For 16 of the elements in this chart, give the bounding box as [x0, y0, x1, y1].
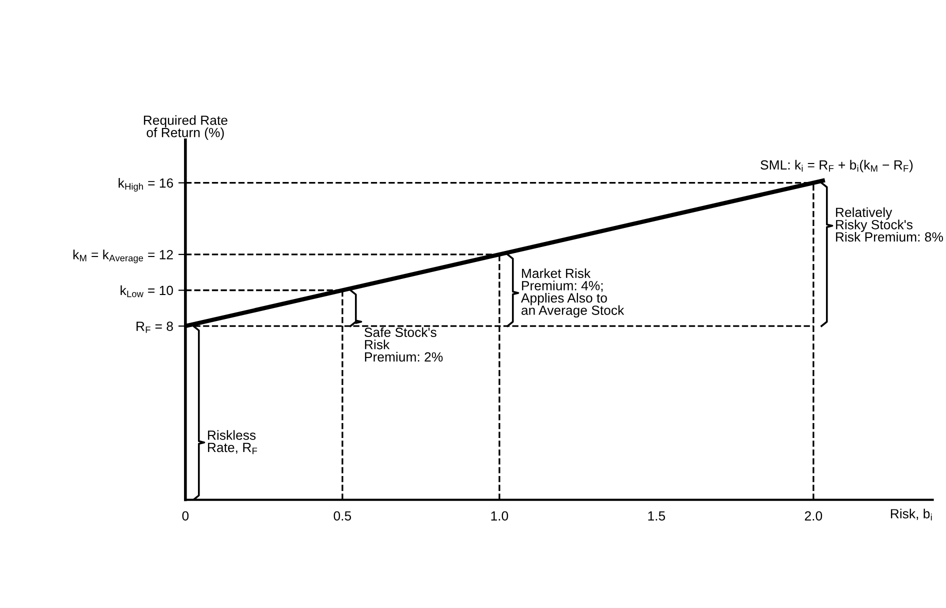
x-tick-label: 0 [182, 511, 189, 521]
annotation: Market Risk Premium: 4%; Applies Also to an Average Stock [520, 268, 624, 318]
y-axis-title: Required Rate of Return (%) [144, 115, 228, 140]
annotation: Relatively Risky Stock's Risk Premium: 8% [836, 207, 943, 242]
y-tick-label: k$_{Low}$ = 10 [120, 285, 173, 298]
x-tick-label: 2.0 [804, 511, 822, 521]
x-axis-title: Risk, b$_{i}$ [890, 508, 932, 520]
x-tick-label: 1.0 [491, 511, 508, 521]
y-tick-label: R$_{F}$ = 8 [136, 322, 173, 333]
y-tick-label: k$_{High}$ = 16 [118, 178, 173, 192]
annotation: Safe Stock's Risk Premium: 2% [364, 327, 443, 362]
y-tick-label: k$_{M}$ = k$_{Average}$ = 12 [73, 250, 173, 264]
annotation: Riskless Rate, R$_{F}$ [208, 430, 258, 454]
text: SML: k$_{i}$ = R$_{F}$ + b$_{i}$(k$_{M}$ − R$_{F}$) [760, 160, 913, 172]
x-tick-label: 0.5 [334, 511, 352, 521]
x-tick-label: 1.5 [648, 511, 666, 521]
